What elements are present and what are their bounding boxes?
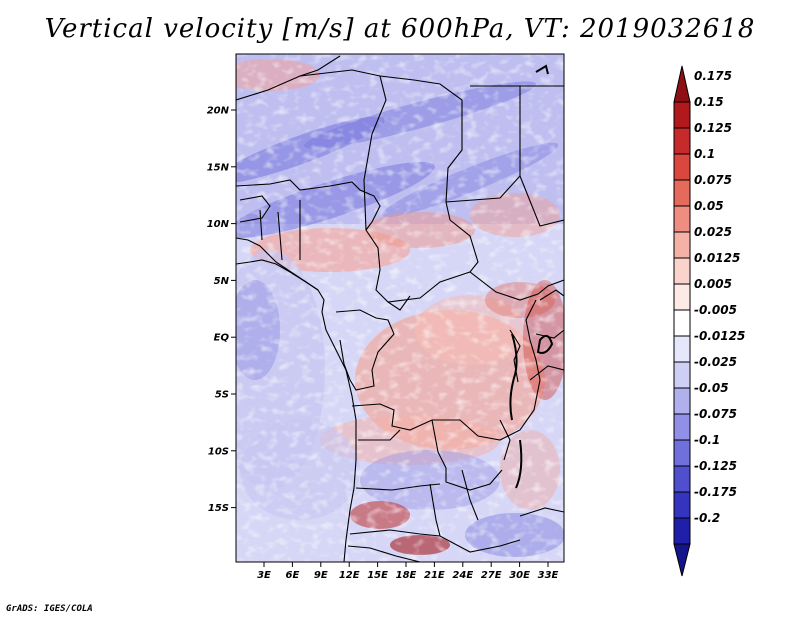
colorbar-label: -0.2 — [694, 511, 720, 525]
colorbar-label: 0.125 — [694, 121, 732, 135]
colorbar-label: 0.175 — [694, 69, 732, 83]
lon-tick-label: 3E — [257, 570, 271, 581]
colorbar-swatch — [673, 465, 691, 493]
colorbar-label: -0.1 — [694, 433, 720, 447]
map-frame — [235, 53, 565, 563]
lon-tick-label: 30E — [509, 570, 530, 581]
colorbar-swatch — [673, 361, 691, 389]
lon-tick-label: 24E — [452, 570, 473, 581]
colorbar-label: -0.05 — [694, 381, 729, 395]
colorbar-label: -0.075 — [694, 407, 737, 421]
colorbar-label: 0.075 — [694, 173, 732, 187]
lon-tick-label: 15E — [367, 570, 388, 581]
lon-tick-label: 21E — [424, 570, 445, 581]
colorbar-swatch — [673, 543, 691, 577]
colorbar-swatch — [673, 127, 691, 155]
colorbar-swatch — [673, 491, 691, 519]
lat-tick-label: 10N — [207, 219, 230, 230]
map-title: Vertical velocity [m/s] at 600hPa, VT: 2… — [44, 14, 756, 44]
colorbar-label: -0.005 — [694, 303, 737, 317]
colorbar-swatch — [673, 231, 691, 259]
credit-text: GrADS: IGES/COLA — [6, 604, 93, 614]
lat-tick-label: 20N — [207, 106, 230, 117]
lat-tick-label: 15S — [208, 503, 229, 514]
colorbar-swatch — [673, 257, 691, 285]
lat-tick-label: 15N — [207, 162, 230, 173]
colorbar-swatch — [673, 413, 691, 441]
colorbar-label: 0.0125 — [694, 251, 740, 265]
vertical-velocity-field — [236, 54, 564, 562]
colorbar-swatch — [673, 153, 691, 181]
lon-tick-label: 18E — [396, 570, 417, 581]
colorbar-label: 0.1 — [694, 147, 715, 161]
colorbar-label: -0.125 — [694, 459, 737, 473]
colorbar-swatch — [673, 101, 691, 129]
colorbar-label: 0.05 — [694, 199, 724, 213]
lon-tick-label: 12E — [339, 570, 360, 581]
country-borders — [236, 54, 564, 562]
colorbar-swatch — [673, 65, 691, 103]
lat-tick-label: EQ — [214, 333, 230, 344]
colorbar-swatch — [673, 205, 691, 233]
lat-tick-label: 10S — [208, 446, 229, 457]
colorbar-swatch — [673, 439, 691, 467]
colorbar-label: -0.0125 — [694, 329, 745, 343]
colorbar-label: 0.025 — [694, 225, 732, 239]
lat-tick-label: 5N — [214, 276, 230, 287]
lon-tick-label: 9E — [314, 570, 328, 581]
longitude-axis: 3E 6E 9E 12E 15E 18E 21E 24E 27E 30E 33E — [257, 562, 559, 581]
lon-tick-label: 27E — [481, 570, 502, 581]
colorbar-swatch — [673, 387, 691, 415]
colorbar-label: -0.175 — [694, 485, 737, 499]
colorbar-label: 0.15 — [694, 95, 724, 109]
colorbar: 0.175 0.15 0.125 0.1 0.075 0.05 0.025 0.0125 0.0… — [673, 65, 745, 577]
colorbar-swatch — [673, 179, 691, 207]
latitude-axis: 20N 15N 10N 5N EQ 5S 10S 15S — [207, 106, 236, 514]
colorbar-label: 0.005 — [694, 277, 732, 291]
colorbar-swatch — [673, 283, 691, 311]
lon-tick-label: 33E — [538, 570, 559, 581]
colorbar-swatch — [673, 309, 691, 337]
lon-tick-label: 6E — [286, 570, 300, 581]
colorbar-label: -0.025 — [694, 355, 737, 369]
lat-tick-label: 5S — [215, 390, 229, 401]
colorbar-swatch — [673, 517, 691, 545]
inland-water — [509, 64, 554, 489]
colorbar-swatch — [673, 335, 691, 363]
